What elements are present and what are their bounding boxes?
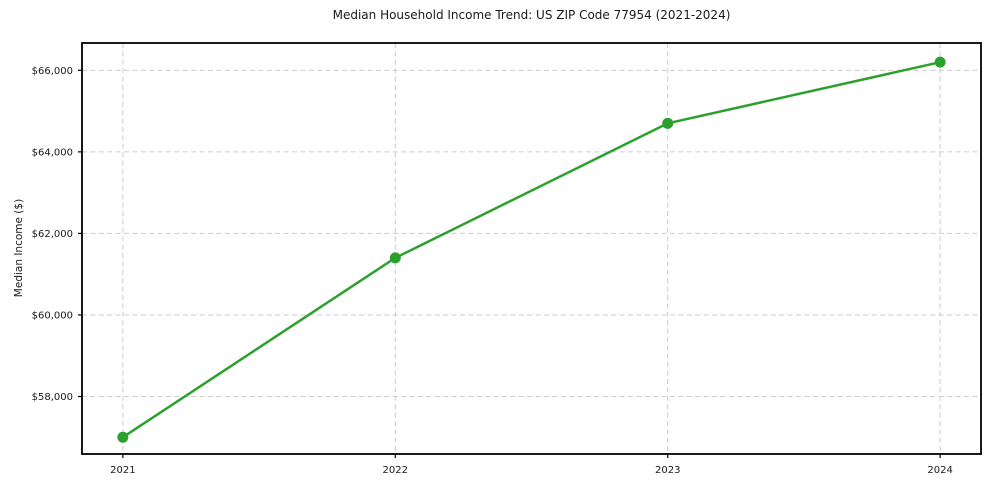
x-tick-label: 2022	[383, 465, 408, 476]
data-point	[662, 117, 674, 129]
chart-title: Median Household Income Trend: US ZIP Co…	[332, 8, 731, 22]
y-tick-label: $66,000	[32, 66, 73, 77]
y-tick-label: $62,000	[32, 229, 73, 240]
y-tick-label: $64,000	[32, 147, 73, 158]
x-tick-label: 2024	[927, 465, 952, 476]
axes-frame	[81, 42, 982, 455]
y-tick-label: $60,000	[32, 310, 73, 321]
trend-line	[121, 60, 942, 439]
x-tick-label: 2021	[110, 465, 135, 476]
data-point	[934, 56, 946, 68]
y-tick-label: $58,000	[32, 392, 73, 403]
data-point	[389, 252, 401, 264]
data-point	[117, 431, 129, 443]
x-tick-label: 2023	[655, 465, 680, 476]
